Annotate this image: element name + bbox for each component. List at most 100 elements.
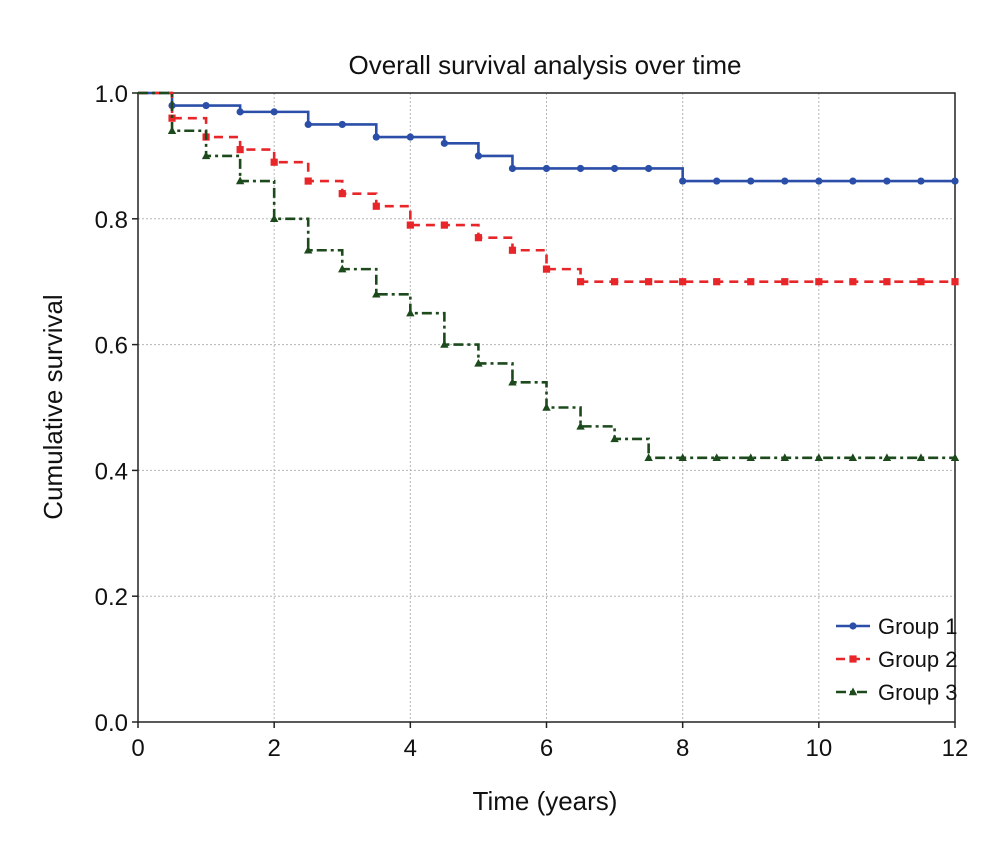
y-axis-label: Cumulative survival — [38, 294, 68, 519]
censor-mark — [746, 453, 755, 462]
survival-curves — [138, 91, 960, 462]
censor-mark — [406, 221, 414, 229]
survival-line-group-2 — [138, 91, 955, 283]
censor-mark — [236, 146, 244, 154]
censor-mark — [610, 434, 619, 443]
censor-mark — [372, 289, 381, 298]
censor-mark — [951, 278, 959, 286]
censor-mark — [576, 164, 585, 173]
x-tick-label: 8 — [676, 735, 689, 762]
x-tick-label: 4 — [404, 735, 417, 762]
legend-swatch-marker — [848, 687, 858, 696]
censor-mark — [849, 177, 857, 185]
censor-mark — [474, 234, 483, 242]
censor-mark — [780, 453, 789, 462]
legend-item-group-1: Group 1 — [836, 614, 958, 639]
censor-mark — [542, 403, 551, 411]
censor-mark — [270, 108, 278, 116]
censor-mark — [679, 278, 687, 286]
chart-title: Overall survival analysis over time — [348, 50, 741, 80]
censor-mark — [610, 164, 619, 173]
x-tick-label: 2 — [267, 735, 280, 762]
censor-mark — [917, 278, 925, 286]
x-tick-label: 12 — [942, 735, 969, 762]
censor-mark — [712, 453, 721, 462]
censor-mark — [304, 245, 313, 254]
censor-mark — [440, 340, 449, 348]
gridlines — [138, 93, 955, 722]
y-tick-label: 1.0 — [95, 81, 128, 108]
y-tick-label: 0.0 — [95, 710, 128, 737]
censor-mark — [201, 151, 211, 160]
censor-mark — [848, 453, 858, 462]
censor-mark — [372, 133, 380, 141]
censor-mark — [916, 453, 926, 462]
censor-mark — [576, 421, 585, 430]
censor-mark — [202, 101, 210, 110]
censor-mark — [406, 133, 414, 141]
censor-mark — [474, 358, 483, 367]
censor-mark — [849, 278, 857, 286]
x-tick-label: 10 — [805, 735, 832, 762]
censor-mark — [440, 221, 448, 229]
censor-mark — [508, 246, 517, 254]
legend-label: Group 3 — [878, 680, 958, 705]
y-tick-label: 0.8 — [95, 207, 128, 234]
censor-mark — [645, 278, 653, 286]
censor-mark — [815, 278, 823, 286]
censor-mark — [713, 278, 721, 286]
legend-label: Group 2 — [878, 647, 958, 672]
censor-mark — [882, 453, 892, 462]
survival-curve-group-1 — [138, 91, 959, 185]
censor-mark — [474, 152, 483, 160]
censor-mark — [338, 264, 347, 273]
censor-mark — [781, 177, 789, 185]
censor-mark — [406, 308, 415, 317]
censor-mark — [338, 190, 346, 198]
legend: Group 1 Group 2 Group 3 — [836, 614, 958, 705]
censor-mark — [883, 278, 891, 286]
censor-mark — [917, 177, 925, 185]
censor-mark — [747, 177, 755, 185]
censor-mark — [167, 126, 177, 134]
survival-curve-group-2 — [138, 91, 959, 286]
survival-curve-group-3 — [138, 91, 960, 462]
legend-item-group-2: Group 2 — [836, 647, 958, 672]
x-tick-label: 0 — [131, 735, 144, 762]
censor-mark — [713, 177, 721, 185]
censor-mark — [950, 453, 960, 462]
censor-mark — [270, 158, 278, 166]
censor-mark — [542, 265, 551, 273]
censor-mark — [678, 453, 687, 462]
censor-mark — [814, 453, 824, 462]
legend-label: Group 1 — [878, 614, 958, 639]
censor-mark — [338, 120, 346, 129]
censor-mark — [747, 278, 755, 286]
censor-mark — [304, 177, 312, 185]
censor-mark — [815, 177, 823, 185]
censor-mark — [576, 278, 585, 286]
censor-mark — [508, 164, 517, 173]
censor-mark — [372, 202, 380, 210]
censor-mark — [645, 164, 653, 173]
x-axis-ticks: 0 2 4 6 8 10 12 — [131, 722, 968, 762]
legend-swatch-marker — [849, 622, 857, 630]
x-tick-label: 6 — [540, 735, 553, 762]
y-axis-ticks: 0.0 0.2 0.4 0.6 0.8 1.0 — [95, 81, 138, 737]
censor-mark — [610, 278, 619, 286]
censor-mark — [781, 278, 789, 286]
censor-mark — [236, 108, 244, 116]
censor-mark — [644, 453, 653, 462]
censor-mark — [508, 377, 517, 386]
censor-mark — [168, 114, 176, 122]
y-tick-label: 0.6 — [95, 333, 128, 360]
y-tick-label: 0.2 — [95, 584, 128, 611]
legend-swatch-marker — [849, 655, 857, 663]
x-axis-label: Time (years) — [473, 786, 618, 816]
censor-mark — [679, 177, 687, 185]
censor-mark — [542, 164, 551, 173]
censor-mark — [440, 139, 448, 147]
y-tick-label: 0.4 — [95, 458, 128, 485]
legend-item-group-3: Group 3 — [836, 680, 958, 705]
